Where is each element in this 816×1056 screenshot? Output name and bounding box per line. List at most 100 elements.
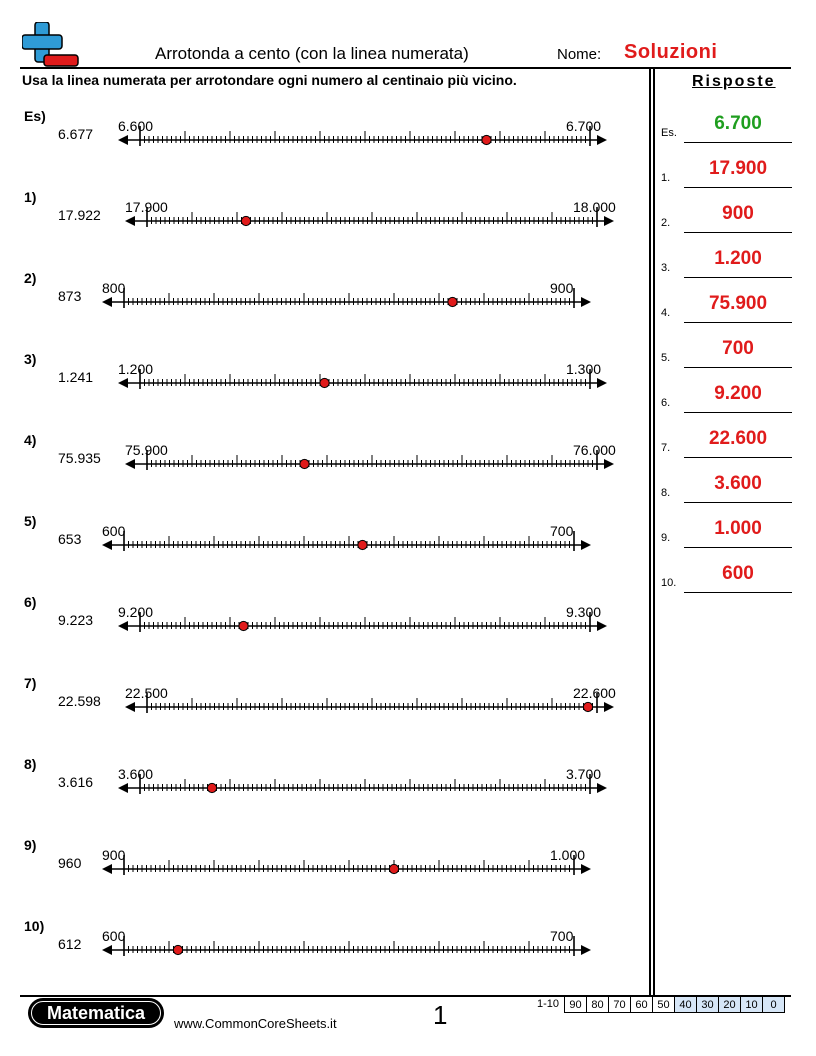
- answer-value[interactable]: 17.900: [708, 158, 768, 179]
- number-line-start-label: 600: [102, 928, 126, 944]
- problem-item: 8) 3.616 3.600 3.700: [0, 756, 650, 836]
- answer-label: 2.: [661, 217, 671, 229]
- arrow-right-icon: [597, 621, 607, 631]
- website-link[interactable]: www.CommonCoreSheets.it: [174, 1016, 337, 1031]
- value-marker: [240, 215, 252, 227]
- problem-label: 1): [24, 189, 37, 205]
- value-marker: [319, 377, 330, 389]
- problem-label: 10): [24, 918, 45, 934]
- answer-underline: [684, 592, 792, 593]
- arrow-right-icon: [581, 297, 591, 307]
- arrow-right-icon: [581, 864, 591, 874]
- number-line-start-label: 800: [102, 280, 126, 296]
- arrow-left-icon: [118, 621, 128, 631]
- number-line-end-label: 22.600: [573, 685, 616, 701]
- page-title: Arrotonda a cento (con la linea numerata…: [155, 44, 469, 63]
- problem-item: Es) 6.677 6.600 6.700: [0, 108, 650, 188]
- answer-label: 7.: [661, 442, 671, 454]
- value-marker: [388, 863, 400, 875]
- column-divider: [649, 67, 651, 995]
- answer-label: 5.: [661, 352, 671, 364]
- arrow-right-icon: [597, 135, 607, 145]
- footer-divider: [20, 995, 791, 997]
- problem-item: 1) 17.922 17.900 18.000: [0, 189, 650, 269]
- answer-value[interactable]: 6.700: [714, 113, 762, 134]
- answer-row: 4. 75.900: [660, 293, 792, 323]
- answer-row: 5. 700: [660, 338, 792, 368]
- arrow-left-icon: [118, 378, 128, 388]
- answer-row: 9. 1.000: [660, 518, 792, 548]
- score-range: 1-10: [537, 998, 560, 1010]
- brand-label: Matematica: [46, 1003, 146, 1023]
- arrow-left-icon: [102, 540, 112, 550]
- plus-minus-icon: [22, 22, 79, 67]
- name-value[interactable]: Soluzioni: [624, 41, 718, 63]
- problem-number: 960: [58, 855, 82, 871]
- number-line-end-label: 1.300: [566, 361, 602, 377]
- arrow-right-icon: [604, 459, 614, 469]
- number-line-end-label: 76.000: [573, 442, 616, 458]
- problem-number: 1.241: [58, 369, 94, 385]
- answer-underline: [684, 187, 792, 188]
- problem-number: 17.922: [58, 207, 101, 223]
- value-marker: [206, 782, 218, 794]
- score-cell: 0: [762, 996, 785, 1013]
- answer-value[interactable]: 900: [722, 203, 754, 224]
- answers-title: Risposte: [692, 73, 776, 90]
- problem-item: 6) 9.223 9.200 9.300: [0, 594, 650, 674]
- score-cell: 50: [652, 996, 675, 1013]
- number-line-end-label: 18.000: [573, 199, 616, 215]
- problem-number: 873: [58, 288, 82, 304]
- problem-number: 22.598: [58, 693, 101, 709]
- answer-row: 2. 900: [660, 203, 792, 233]
- answer-value[interactable]: 600: [722, 563, 754, 584]
- answer-value[interactable]: 1.200: [714, 248, 762, 269]
- value-marker: [238, 620, 249, 632]
- problem-label: 7): [24, 675, 37, 691]
- number-line-start-label: 600: [102, 523, 126, 539]
- score-cell: 10: [740, 996, 763, 1013]
- answer-label: 3.: [661, 262, 671, 274]
- number-line: [102, 936, 591, 956]
- answer-label: 4.: [661, 307, 671, 319]
- value-marker: [481, 134, 492, 146]
- answer-label: 8.: [661, 487, 671, 499]
- answer-underline: [684, 142, 792, 143]
- answer-row: 10. 600: [660, 563, 792, 593]
- problem-number: 75.935: [58, 450, 101, 466]
- problem-label: 5): [24, 513, 37, 529]
- answer-value[interactable]: 75.900: [708, 293, 768, 314]
- answer-underline: [684, 367, 792, 368]
- answer-underline: [684, 457, 792, 458]
- answer-value[interactable]: 22.600: [708, 428, 768, 449]
- score-row: 90 80 70 60 50 40 30 20 10 0: [564, 996, 785, 1013]
- score-cell: 20: [718, 996, 741, 1013]
- number-line: [125, 693, 614, 713]
- number-line: [102, 288, 591, 308]
- answer-row: 7. 22.600: [660, 428, 792, 458]
- number-line: [118, 612, 607, 632]
- problem-item: 2) 873 800 900: [0, 270, 650, 350]
- answer-underline: [684, 502, 792, 503]
- value-marker: [172, 944, 184, 956]
- number-line-start-label: 9.200: [118, 604, 154, 620]
- answer-value[interactable]: 1.000: [714, 518, 762, 539]
- arrow-right-icon: [604, 702, 614, 712]
- problem-item: 7) 22.598 22.500 22.600: [0, 675, 650, 755]
- arrow-left-icon: [125, 702, 135, 712]
- problem-label: 8): [24, 756, 37, 772]
- answer-value[interactable]: 9.200: [714, 383, 762, 404]
- number-line-start-label: 1.200: [118, 361, 154, 377]
- problem-item: 4) 75.935 75.900 76.000: [0, 432, 650, 512]
- brand-badge: Matematica: [28, 998, 164, 1028]
- arrow-left-icon: [102, 864, 112, 874]
- problem-label: 3): [24, 351, 37, 367]
- arrow-right-icon: [597, 783, 607, 793]
- answer-underline: [684, 277, 792, 278]
- problem-label: 2): [24, 270, 37, 286]
- answer-value[interactable]: 700: [722, 338, 754, 359]
- arrow-left-icon: [102, 945, 112, 955]
- number-line-start-label: 75.900: [125, 442, 168, 458]
- answer-value[interactable]: 3.600: [714, 473, 762, 494]
- problem-label: 9): [24, 837, 37, 853]
